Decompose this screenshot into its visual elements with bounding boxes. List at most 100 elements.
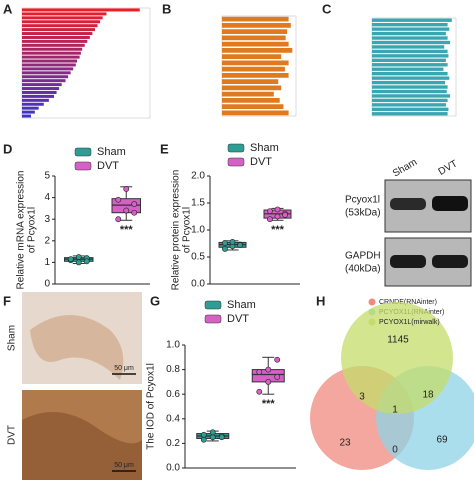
bar [222,66,285,72]
point [209,429,216,436]
point [218,434,225,441]
bar [222,91,274,97]
point [209,434,216,441]
bar [372,45,445,49]
legend-label: PCYOX1L(mirwalk) [379,319,440,326]
bar [222,104,284,109]
bar [372,80,446,85]
annotation: *** [262,398,276,410]
venn-count: 0 [392,445,398,456]
panel-letter: F [3,293,11,308]
band [432,196,468,211]
venn-count: 1 [392,405,398,416]
bar [372,18,452,22]
point [75,259,82,266]
bar [22,43,85,47]
legend-swatch [368,318,376,326]
bar [222,29,288,34]
bar [222,73,289,78]
bar [22,32,93,36]
y-tick-label: 0.5 [191,252,205,263]
bar [22,79,66,83]
tissue [30,315,124,380]
bar [222,41,289,47]
point [237,242,243,249]
y-axis-label: The IOD of Pcyox1l [146,363,157,450]
bar [372,67,444,71]
legend-label: Sham [97,146,126,158]
y-tick-label: 1 [44,257,50,268]
band [432,255,468,268]
point [274,374,281,380]
bar [372,40,451,45]
bar [222,54,282,59]
y-tick-label: 0.4 [166,413,180,424]
blot-row: Pcyox1l [345,195,380,206]
bar [22,71,71,75]
legend-swatch [204,300,222,310]
point [265,378,272,385]
venn-count: 3 [359,392,365,403]
y-axis-label: Relative mRNA expression [16,171,27,290]
point [267,216,273,223]
legend-label: DVT [250,156,272,168]
venn-count: 18 [422,390,434,401]
venn-count: 1145 [387,335,409,346]
plot-frame [221,15,297,117]
bar [372,71,448,76]
bar [222,48,293,53]
venn-set [341,302,453,414]
legend-label: DVT [97,160,119,172]
bar [22,110,35,114]
point [267,208,273,214]
bar [22,98,49,102]
panel-letter: G [150,293,160,308]
legend-swatch [74,147,92,157]
point [200,436,207,443]
bar [22,114,31,118]
point [83,258,90,265]
bar [372,98,448,103]
bar [22,47,83,51]
bar [372,36,448,40]
blot-row: GAPDH [345,251,381,262]
panel-letter: B [162,1,171,16]
bar [222,35,286,41]
point [274,356,281,363]
bar [22,59,78,63]
y-tick-label: 0 [44,279,50,290]
point [123,186,130,192]
bar [222,98,280,103]
legend-label: Sham [227,299,256,311]
plot-frame [21,7,151,119]
y-tick-label: 2 [44,235,50,246]
bar [22,20,101,24]
panel-letter: E [160,141,169,156]
bar [372,103,446,107]
point [222,245,228,252]
point [200,431,207,438]
scale-label: 50 μm [114,462,134,469]
bar [22,51,81,55]
bar [22,83,62,87]
legend-swatch [227,157,245,167]
bar [22,35,90,39]
bar [372,76,450,80]
y-tick-label: 5 [44,171,50,182]
bar [372,49,448,54]
y-tick-label: 0.6 [166,389,180,400]
bar [222,110,289,116]
y-axis-label: Relative protein expression [171,170,182,291]
bar [222,16,289,22]
point [256,369,263,375]
legend-swatch [74,161,92,171]
bar [22,94,54,98]
bar [372,27,450,31]
panel-letter: C [322,1,332,16]
y-axis-label: of Pcyox1l [27,207,38,253]
band [390,255,426,268]
point [131,201,138,207]
point [256,388,263,395]
bar [22,106,39,110]
